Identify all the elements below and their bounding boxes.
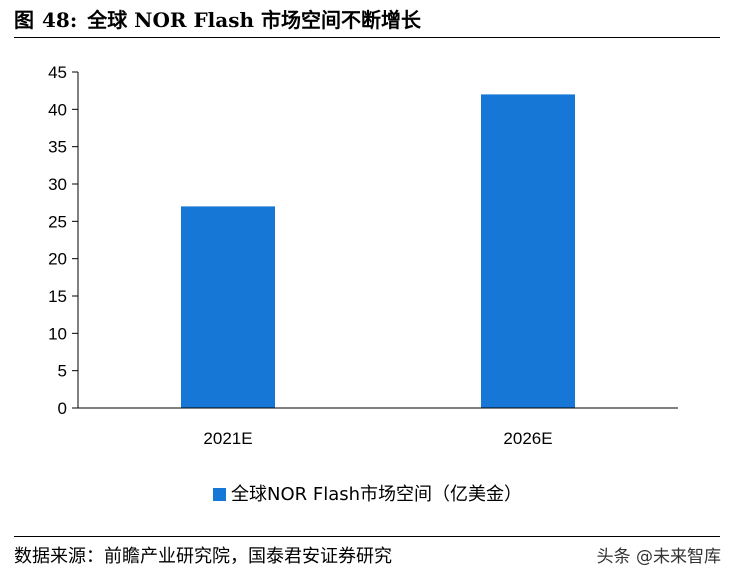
bar	[481, 94, 575, 409]
y-tick-label: 15	[48, 287, 67, 306]
bottom-rule	[14, 536, 720, 537]
top-rule	[14, 37, 720, 38]
figure-number: 48:	[42, 8, 78, 32]
source-note: 数据来源：前瞻产业研究院，国泰君安证券研究	[14, 546, 392, 567]
y-tick-label: 35	[48, 138, 67, 157]
bar	[181, 206, 275, 408]
chart-legend: 全球NOR Flash市场空间（亿美金）	[0, 480, 735, 506]
y-tick-label: 0	[58, 399, 67, 418]
bar-chart: 0 5 10 15 20 25 30 35 40 45 2021E 2026E	[48, 63, 678, 448]
y-tick-label: 45	[48, 63, 67, 82]
figure-title: 图 48: 全球 NOR Flash 市场空间不断增长	[14, 4, 421, 33]
y-tick-label: 20	[48, 250, 67, 269]
y-tick-label: 40	[48, 100, 67, 119]
y-tick-label: 10	[48, 324, 67, 343]
y-tick-label: 30	[48, 175, 67, 194]
legend-swatch	[212, 488, 226, 501]
y-tick-label: 25	[48, 212, 67, 231]
legend-label: 全球NOR Flash市场空间（亿美金）	[230, 484, 523, 505]
y-tick-label: 5	[58, 362, 67, 381]
x-tick-label: 2026E	[503, 429, 552, 448]
x-tick-label: 2021E	[203, 429, 252, 448]
figure-title-text: 全球 NOR Flash 市场空间不断增长	[87, 8, 421, 32]
watermark: 头条 @未来智库	[596, 547, 721, 567]
figure-label: 图	[14, 8, 34, 32]
